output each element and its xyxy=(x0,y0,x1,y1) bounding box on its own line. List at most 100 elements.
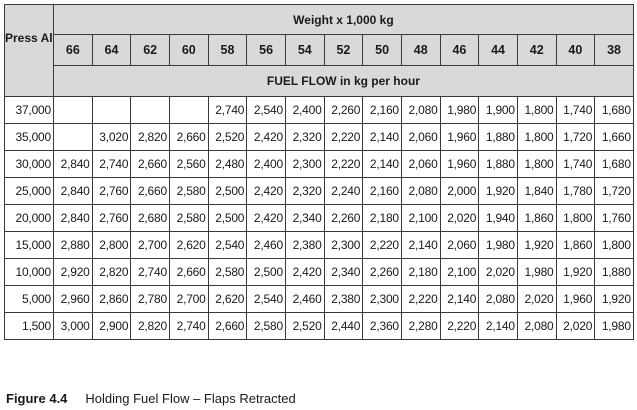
weight-header: Weight x 1,000 kg xyxy=(53,4,634,35)
fuel-flow-cell: 2,460 xyxy=(284,285,325,313)
fuel-flow-cell: 3,000 xyxy=(53,312,93,340)
fuel-flow-cell xyxy=(53,123,93,151)
fuel-flow-cell: 2,420 xyxy=(246,177,286,205)
fuel-flow-cell: 1,980 xyxy=(594,312,634,340)
fuel-flow-cell: 2,820 xyxy=(130,123,170,151)
fuel-flow-cell: 1,920 xyxy=(555,258,596,286)
fuel-flow-cell: 2,760 xyxy=(91,177,132,205)
fuel-flow-cell: 1,880 xyxy=(478,123,518,151)
fuel-flow-cell: 1,800 xyxy=(594,231,634,259)
fuel-flow-cell: 2,840 xyxy=(53,177,93,205)
fuel-flow-cell: 2,000 xyxy=(439,177,480,205)
fuel-flow-cell: 2,340 xyxy=(323,258,364,286)
fuel-flow-cell: 1,920 xyxy=(478,177,518,205)
fuel-flow-cell: 2,820 xyxy=(130,312,170,340)
fuel-flow-cell: 2,320 xyxy=(284,123,325,151)
fuel-flow-cell: 2,160 xyxy=(362,177,402,205)
fuel-flow-cell: 2,260 xyxy=(323,204,364,232)
altitude-cell: 35,000 xyxy=(4,123,54,151)
fuel-flow-cell: 1,840 xyxy=(516,177,557,205)
fuel-flow-cell: 1,980 xyxy=(478,231,518,259)
fuel-flow-cell: 1,980 xyxy=(439,96,480,124)
fuel-flow-cell xyxy=(53,96,93,124)
fuel-flow-cell: 2,420 xyxy=(246,123,286,151)
fuel-flow-cell: 2,260 xyxy=(362,258,402,286)
fuel-flow-cell: 2,740 xyxy=(168,312,209,340)
fuel-flow-cell: 2,240 xyxy=(323,177,364,205)
table-row: 10,000 2,920 2,820 2,740 2,660 2,580 2,500 2,42… xyxy=(4,258,634,286)
fuel-flow-cell: 2,020 xyxy=(516,285,557,313)
fuel-flow-cell: 1,960 xyxy=(555,285,596,313)
weight-column-header: 60 xyxy=(168,34,209,66)
fuel-flow-cell xyxy=(91,96,132,124)
fuel-flow-cell: 2,060 xyxy=(400,123,441,151)
fuel-flow-cell: 2,520 xyxy=(207,123,248,151)
weight-column-header: 40 xyxy=(555,34,596,66)
fuel-flow-cell: 2,280 xyxy=(400,312,441,340)
altitude-cell: 20,000 xyxy=(4,204,54,232)
fuel-flow-cell: 2,180 xyxy=(362,204,402,232)
fuel-flow-cell: 2,100 xyxy=(400,204,441,232)
weight-columns-row: 66 64 62 60 58 56 54 52 50 48 46 44 42 40 38 xyxy=(4,34,634,66)
table-row: 15,000 2,880 2,800 2,700 2,620 2,540 2,460 2,38… xyxy=(4,231,634,259)
altitude-cell: 5,000 xyxy=(4,285,54,313)
weight-column-header: 54 xyxy=(284,34,325,66)
fuel-flow-cell: 2,180 xyxy=(400,258,441,286)
fuel-flow-cell: 2,560 xyxy=(168,150,209,178)
fuel-flow-cell: 2,380 xyxy=(284,231,325,259)
fuel-flow-cell: 1,960 xyxy=(439,123,480,151)
fuel-flow-cell: 2,700 xyxy=(130,231,170,259)
fuel-flow-cell: 2,420 xyxy=(284,258,325,286)
fuel-flow-cell: 2,400 xyxy=(284,96,325,124)
fuel-flow-cell: 2,800 xyxy=(91,231,132,259)
fuel-flow-cell: 2,860 xyxy=(91,285,132,313)
figure-caption: Figure 4.4 Holding Fuel Flow – Flaps Retr… xyxy=(6,391,296,406)
fuel-flow-cell: 2,580 xyxy=(168,177,209,205)
fuel-flow-cell: 1,680 xyxy=(594,150,634,178)
fuel-flow-cell: 2,100 xyxy=(439,258,480,286)
fuel-flow-cell: 2,160 xyxy=(362,96,402,124)
press-alt-label: Press Alt. ft xyxy=(5,31,53,45)
fuel-flow-cell: 2,480 xyxy=(207,150,248,178)
fuel-flow-cell: 2,140 xyxy=(400,231,441,259)
fuel-flow-cell: 1,760 xyxy=(594,204,634,232)
fuel-flow-cell: 2,060 xyxy=(439,231,480,259)
fuel-flow-cell: 2,820 xyxy=(91,258,132,286)
fuel-flow-cell: 2,840 xyxy=(53,150,93,178)
fuel-flow-cell: 1,740 xyxy=(555,150,596,178)
fuel-flow-cell: 1,860 xyxy=(555,231,596,259)
fuel-flow-cell: 2,140 xyxy=(439,285,480,313)
altitude-cell: 10,000 xyxy=(4,258,54,286)
press-alt-header: Press Alt. ft xyxy=(4,4,54,97)
fuel-flow-cell: 2,580 xyxy=(168,204,209,232)
fuel-flow-cell: 3,020 xyxy=(91,123,132,151)
weight-column-header: 42 xyxy=(516,34,557,66)
fuel-flow-cell: 2,140 xyxy=(478,312,518,340)
fuel-flow-cell: 2,080 xyxy=(516,312,557,340)
table-body: 37,000 2,740 2,540 2,400 2,260 2,160 2,080 1,98… xyxy=(4,96,634,340)
fuel-flow-cell: 2,220 xyxy=(439,312,480,340)
fuel-flow-cell: 1,800 xyxy=(516,150,557,178)
fuel-flow-cell: 2,580 xyxy=(246,312,286,340)
fuel-flow-cell: 2,920 xyxy=(53,258,93,286)
fuel-flow-cell: 2,540 xyxy=(207,231,248,259)
fuel-flow-cell: 1,720 xyxy=(594,177,634,205)
table-row: 20,000 2,840 2,760 2,680 2,580 2,500 2,420 2,34… xyxy=(4,204,634,232)
fuel-flow-cell: 1,800 xyxy=(516,96,557,124)
fuel-flow-cell: 1,860 xyxy=(516,204,557,232)
fuel-flow-cell: 2,360 xyxy=(362,312,402,340)
fuel-flow-cell: 2,220 xyxy=(400,285,441,313)
weight-column-header: 46 xyxy=(439,34,480,66)
fuel-flow-cell: 2,260 xyxy=(323,96,364,124)
fuel-flow-cell: 2,220 xyxy=(362,231,402,259)
fuel-flow-cell: 1,800 xyxy=(516,123,557,151)
fuel-flow-cell: 2,140 xyxy=(362,150,402,178)
fuel-flow-cell: 2,680 xyxy=(130,204,170,232)
weight-column-header: 62 xyxy=(130,34,170,66)
fuel-flow-cell: 2,460 xyxy=(246,231,286,259)
fuel-flow-cell: 2,420 xyxy=(246,204,286,232)
figure-number: Figure 4.4 xyxy=(6,391,68,406)
weight-column-header: 44 xyxy=(478,34,518,66)
fuel-flow-cell: 2,900 xyxy=(91,312,132,340)
table-row: 1,500 3,000 2,900 2,820 2,740 2,660 2,580 2,520… xyxy=(4,312,634,340)
